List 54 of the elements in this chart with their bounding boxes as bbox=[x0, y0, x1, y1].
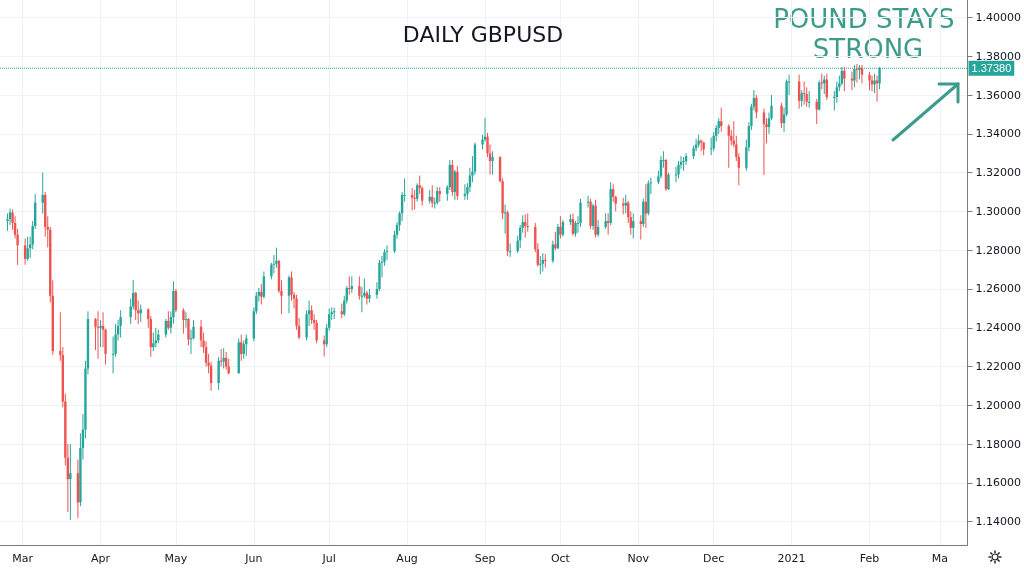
y-tick-label: 1.14000 bbox=[975, 515, 1022, 529]
y-tick-label: 1.20000 bbox=[975, 398, 1022, 412]
y-tick-label: 1.38000 bbox=[975, 49, 1022, 63]
y-tick-label: 1.34000 bbox=[975, 127, 1022, 141]
x-tick-label: Dec bbox=[703, 552, 725, 565]
y-tick-label: 1.18000 bbox=[975, 437, 1022, 451]
x-tick-label: Jun bbox=[244, 552, 263, 565]
candlestick bbox=[119, 309, 122, 338]
candlestick bbox=[755, 94, 758, 119]
x-tick-label: Jul bbox=[321, 552, 336, 565]
candlestick bbox=[586, 195, 590, 209]
x-tick-label: Apr bbox=[91, 552, 111, 565]
x-tick-label: Feb bbox=[859, 552, 880, 565]
candlestick bbox=[96, 310, 100, 360]
x-tick-label: Ma bbox=[931, 552, 948, 565]
candlestick bbox=[69, 443, 72, 521]
y-tick-label: 1.32000 bbox=[975, 166, 1022, 180]
candlestick bbox=[99, 319, 102, 348]
ref-line-label: 1.37380 bbox=[971, 62, 1012, 75]
y-tick-label: 1.36000 bbox=[975, 88, 1022, 102]
candlestick bbox=[167, 310, 170, 331]
x-tick-label: Mar bbox=[12, 552, 34, 565]
candlestick bbox=[358, 275, 361, 301]
candlestick bbox=[187, 317, 190, 346]
text: DAILY GBPUSD bbox=[402, 21, 564, 47]
candlestick bbox=[217, 356, 220, 391]
candlestick bbox=[508, 242, 512, 258]
candlestick bbox=[182, 307, 185, 335]
candlestick bbox=[503, 204, 507, 235]
candlestick bbox=[554, 231, 557, 251]
y-tick-label: 1.22000 bbox=[975, 360, 1022, 374]
y-tick-label: 1.16000 bbox=[975, 476, 1022, 490]
candlestick bbox=[642, 198, 645, 228]
y-tick-label: 1.40000 bbox=[975, 10, 1022, 24]
x-tick-label: Aug bbox=[396, 552, 418, 565]
y-tick-label: 1.24000 bbox=[975, 321, 1022, 335]
candlestick bbox=[868, 71, 871, 91]
candlestick bbox=[413, 189, 416, 210]
candlestick bbox=[491, 150, 494, 176]
x-tick-label: Sep bbox=[474, 552, 496, 565]
x-tick-label: May bbox=[164, 552, 188, 565]
x-tick-label: 2021 bbox=[777, 552, 806, 565]
candlestick bbox=[682, 156, 685, 172]
candlestick bbox=[544, 253, 547, 269]
x-tick-label: Oct bbox=[550, 552, 571, 565]
candlestick bbox=[6, 212, 9, 232]
x-tick-label: Nov bbox=[627, 552, 650, 565]
candlestick bbox=[275, 247, 278, 269]
y-tick-label: 1.26000 bbox=[975, 282, 1022, 296]
candlestick bbox=[807, 90, 811, 109]
y-tick-label: 1.30000 bbox=[975, 204, 1022, 218]
candlestick bbox=[780, 102, 783, 129]
y-tick-label: 1.28000 bbox=[975, 243, 1022, 257]
candlestick bbox=[26, 236, 29, 262]
